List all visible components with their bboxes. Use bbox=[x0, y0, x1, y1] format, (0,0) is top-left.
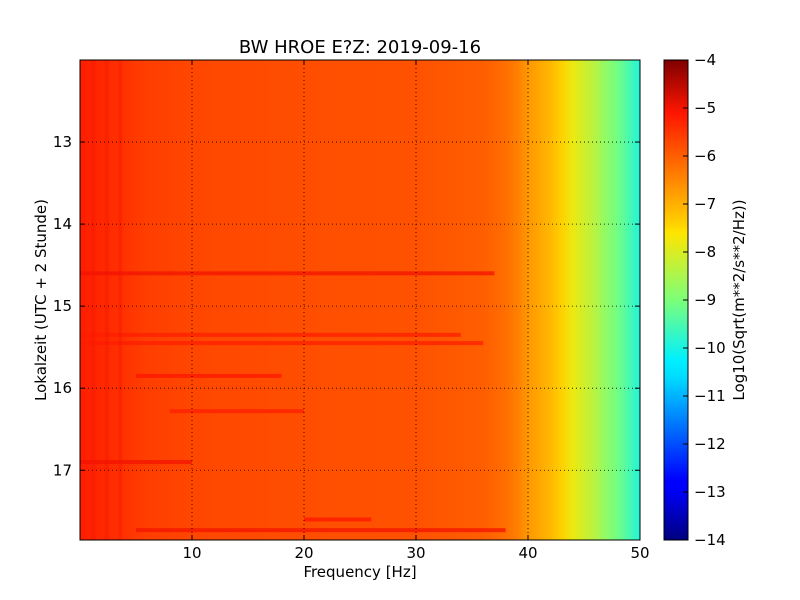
colorbar-tick-label: −7 bbox=[694, 195, 716, 213]
spectral-band bbox=[80, 271, 495, 276]
plot-area: 10 20 30 40 50 13 14 15 16 17 bbox=[53, 59, 650, 562]
colorbar-tick-label: −5 bbox=[694, 99, 716, 117]
colorbar: −4 −5 −6 −7 −8 −9 −10 −11 −12 −13 −14 Log10(Sqrt(m… bbox=[663, 51, 748, 549]
spectral-band bbox=[80, 460, 192, 465]
y-tick-label: 14 bbox=[53, 215, 72, 233]
colorbar-ticks: −4 −5 −6 −7 −8 −9 −10 −11 −12 −13 −14 bbox=[683, 51, 726, 549]
chart-title: BW HROE E?Z: 2019-09-16 bbox=[239, 37, 481, 58]
colorbar-tick-label: −6 bbox=[694, 147, 716, 165]
spectral-band bbox=[80, 332, 461, 337]
colorbar-tick-label: −12 bbox=[694, 435, 726, 453]
y-tick-label: 15 bbox=[53, 297, 72, 315]
low-frequency-streak bbox=[104, 60, 109, 540]
x-axis-label: Frequency [Hz] bbox=[303, 563, 416, 581]
spectral-band bbox=[136, 528, 506, 533]
grid-lines bbox=[80, 60, 640, 540]
spectrogram-image bbox=[80, 60, 640, 540]
x-tick-label: 10 bbox=[182, 544, 201, 562]
low-frequency-streak bbox=[91, 60, 96, 540]
colorbar-tick-label: −8 bbox=[694, 243, 716, 261]
spectral-band bbox=[169, 409, 304, 414]
spectral-band bbox=[80, 341, 484, 346]
x-tick-label: 30 bbox=[406, 544, 425, 562]
spectral-bands bbox=[80, 271, 506, 533]
x-tick-label: 20 bbox=[294, 544, 313, 562]
y-tick-label: 16 bbox=[53, 379, 72, 397]
low-frequency-streak bbox=[118, 60, 123, 540]
colorbar-tick-label: −13 bbox=[694, 483, 726, 501]
spectral-band bbox=[136, 373, 282, 378]
y-tick-label: 17 bbox=[53, 461, 72, 479]
colorbar-tick-label: −4 bbox=[694, 51, 716, 69]
spectral-band bbox=[304, 517, 372, 522]
colorbar-tick-label: −9 bbox=[694, 291, 716, 309]
plot-frame bbox=[79, 59, 641, 541]
low-frequency-texture bbox=[91, 60, 123, 540]
colorbar-label: Log10(Sqrt(m**2/s**2/Hz)) bbox=[730, 199, 748, 400]
y-axis-ticks: 13 14 15 16 17 bbox=[53, 133, 640, 479]
y-axis-label: Lokalzeit (UTC + 2 Stunde) bbox=[32, 199, 50, 401]
colorbar-tick-label: −14 bbox=[694, 531, 726, 549]
x-tick-label: 40 bbox=[518, 544, 537, 562]
y-tick-label: 13 bbox=[53, 133, 72, 151]
x-tick-label: 50 bbox=[630, 544, 649, 562]
colorbar-tick-label: −11 bbox=[694, 387, 726, 405]
x-axis-ticks: 10 20 30 40 50 bbox=[182, 60, 650, 562]
colorbar-tick-label: −10 bbox=[694, 339, 726, 357]
